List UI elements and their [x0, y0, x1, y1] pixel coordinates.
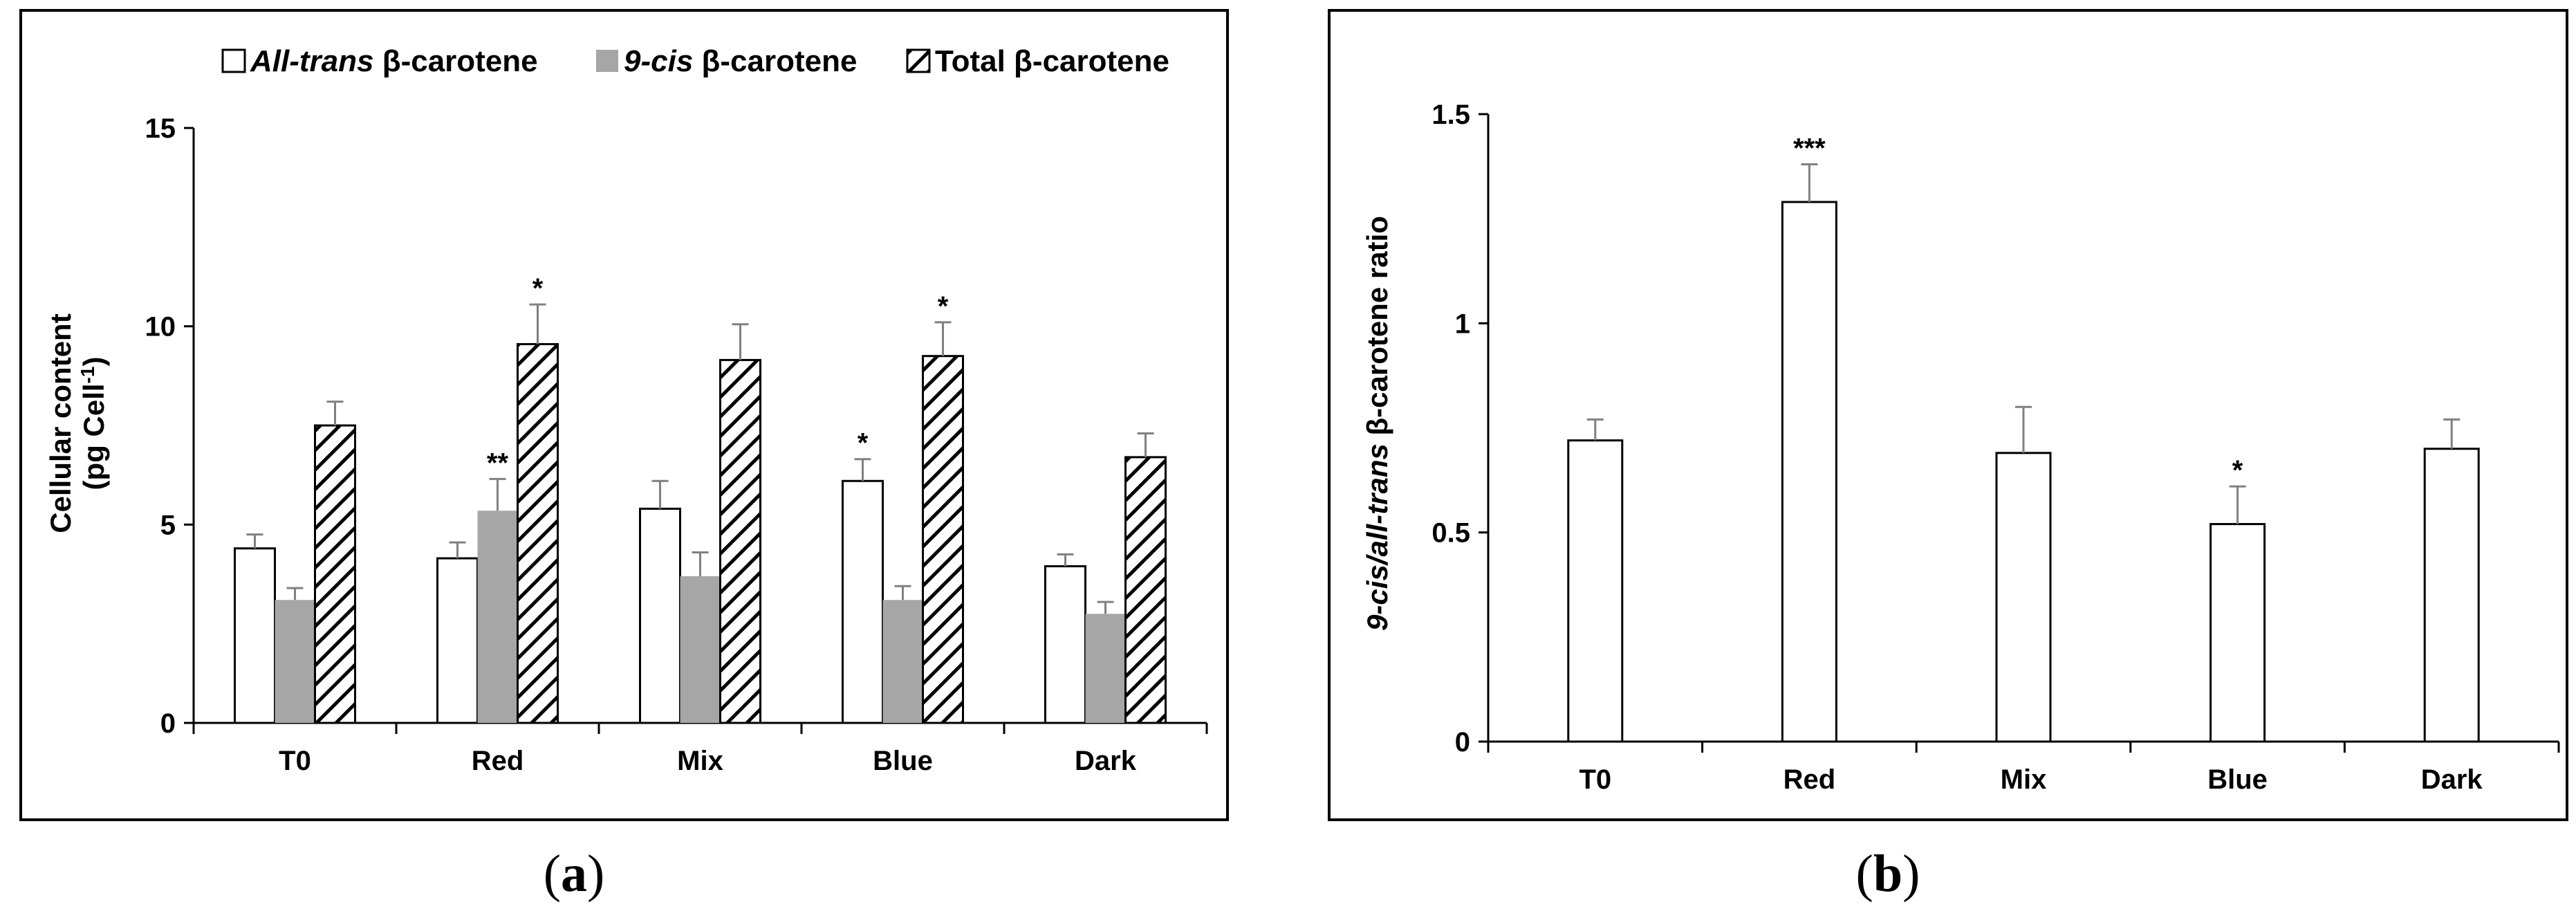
panel-a-significance-marker: *	[532, 273, 544, 304]
panel-a-significance-marker: *	[858, 428, 869, 459]
panel-a-bar	[436, 557, 479, 724]
legend-swatch-all-trans	[221, 48, 246, 73]
panel-a: All-trans β-carotene 9-cis β-carotene To…	[19, 9, 1229, 903]
panel-b-xtick-label: Mix	[2001, 764, 2047, 795]
legend-swatch-9-cis	[596, 50, 618, 72]
legend-swatch-total	[906, 48, 931, 73]
panel-b-bar	[1781, 201, 1837, 743]
panel-a-bar	[882, 600, 923, 723]
panel-a-bar	[275, 600, 315, 723]
panel-a-xtick-label: Mix	[677, 746, 723, 776]
panel-a-significance-marker: *	[938, 291, 949, 322]
panel-b-xtick-label: Dark	[2421, 764, 2483, 795]
panel-a-bar	[922, 355, 964, 724]
panel-b-bar	[1567, 439, 1624, 743]
panel-a-bar	[314, 424, 356, 724]
panel-a-ytick-label: 0	[160, 708, 176, 739]
panel-a-xtick-label: Red	[472, 746, 524, 776]
panel-b-bar	[2209, 523, 2266, 743]
panel-a-xtick-label: Blue	[873, 746, 933, 776]
panel-b-xtick-label: Blue	[2207, 764, 2268, 795]
panel-a-bar	[719, 358, 761, 724]
legend-label-total: Total β-carotene	[935, 44, 1169, 78]
panel-a-bar	[1044, 565, 1086, 724]
panel-a-label: (a)	[544, 845, 605, 903]
panel-a-ytick-label: 5	[160, 510, 176, 540]
panel-a-ylabel-line2: (pg Cell-1)	[77, 357, 110, 490]
panel-a-bar	[234, 547, 276, 724]
panel-a-bar	[1085, 614, 1126, 723]
panel-a-significance-marker: **	[487, 448, 509, 478]
panel-b-ytick-label: 0	[1455, 727, 1470, 758]
panel-b-xtick-label: Red	[1783, 764, 1836, 795]
panel-a-xtick-label: T0	[279, 746, 311, 776]
panel-b-significance-marker: ***	[1793, 134, 1826, 164]
panel-a-ylabel-line1: Cellular content	[44, 313, 77, 533]
panel-a-bar	[477, 511, 518, 723]
panel-b-ytick-label: 1	[1455, 309, 1470, 339]
panel-b-bar	[1995, 452, 2052, 743]
panel-a-ytick-label: 15	[145, 113, 176, 144]
panel-b-xtick-label: T0	[1579, 764, 1611, 795]
panel-b-label: (b)	[1856, 845, 1920, 903]
panel-a-ytick-label: 10	[145, 312, 176, 342]
panel-a-legend: All-trans β-carotene 9-cis β-carotene To…	[221, 44, 1169, 78]
legend-label-9-cis: 9-cis β-carotene	[624, 44, 857, 78]
panel-b-ytick-label: 1.5	[1431, 100, 1470, 130]
panel-b: 9-cis/all-trans β-carotene ratio 0 0.5 1 1.…	[1328, 9, 2568, 903]
panel-a-bar	[639, 507, 681, 724]
panel-b-bar	[2423, 448, 2480, 743]
panel-a-xtick-label: Dark	[1075, 746, 1137, 776]
panel-b-ylabel: 9-cis/all-trans β-carotene ratio	[1361, 216, 1393, 631]
panel-b-significance-marker: *	[2232, 455, 2243, 486]
panel-a-bar	[1124, 456, 1167, 724]
panel-a-bar	[842, 479, 884, 724]
legend-label-all-trans: All-trans β-carotene	[250, 44, 538, 78]
panel-a-bar	[680, 576, 721, 723]
panel-a-bar	[517, 342, 559, 724]
panel-b-ytick-label: 0.5	[1431, 518, 1470, 549]
panel-b-plot: 0 0.5 1 1.5 T0 Red *** Mix Blue * Dark	[1431, 100, 2560, 795]
panel-a-frame	[19, 9, 1229, 821]
panel-b-frame	[1328, 9, 2568, 821]
